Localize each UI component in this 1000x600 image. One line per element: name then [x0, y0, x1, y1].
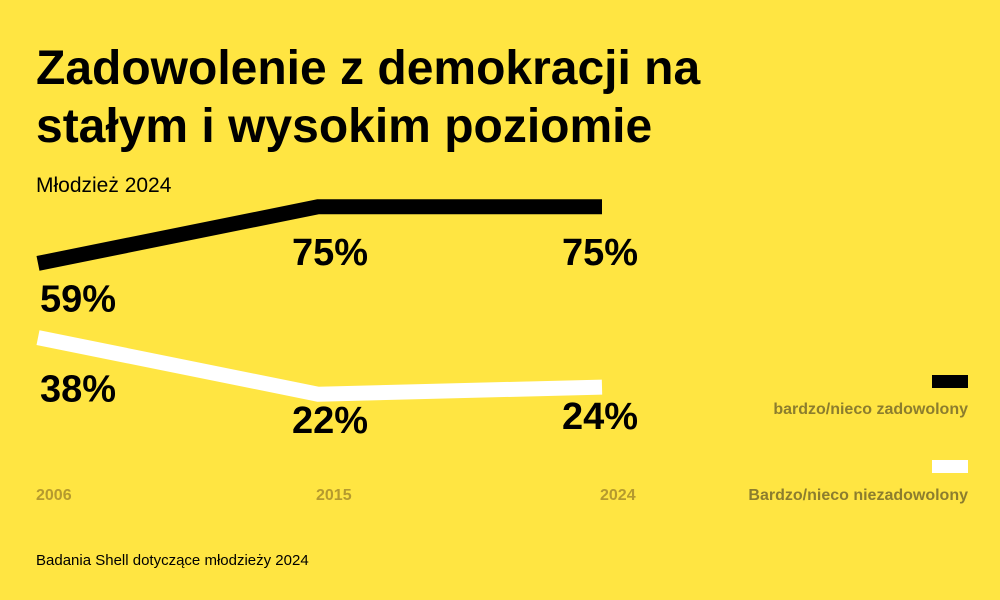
- x-tick-label: 2024: [600, 487, 636, 504]
- data-label: 75%: [562, 232, 638, 274]
- data-label: 59%: [40, 278, 116, 320]
- data-label: 24%: [562, 396, 638, 438]
- x-tick-label: 2015: [316, 487, 352, 504]
- chart-subtitle: Młodzież 2024: [36, 174, 172, 197]
- data-label: 22%: [292, 400, 368, 442]
- source-note: Badania Shell dotyczące młodzieży 2024: [36, 552, 309, 569]
- series-line-1: [36, 199, 602, 271]
- data-label: 38%: [40, 369, 116, 411]
- legend-swatch: [932, 375, 968, 388]
- legend-swatch: [932, 460, 968, 473]
- series-line-2: [36, 330, 603, 402]
- chart-title: Zadowolenie z demokracji na stałym i wys…: [36, 42, 701, 153]
- legend-label: Bardzo/nieco niezadowolony: [748, 487, 968, 504]
- legend-label: bardzo/nieco zadowolony: [773, 401, 968, 418]
- data-label: 75%: [292, 232, 368, 274]
- x-tick-label: 2006: [36, 487, 72, 504]
